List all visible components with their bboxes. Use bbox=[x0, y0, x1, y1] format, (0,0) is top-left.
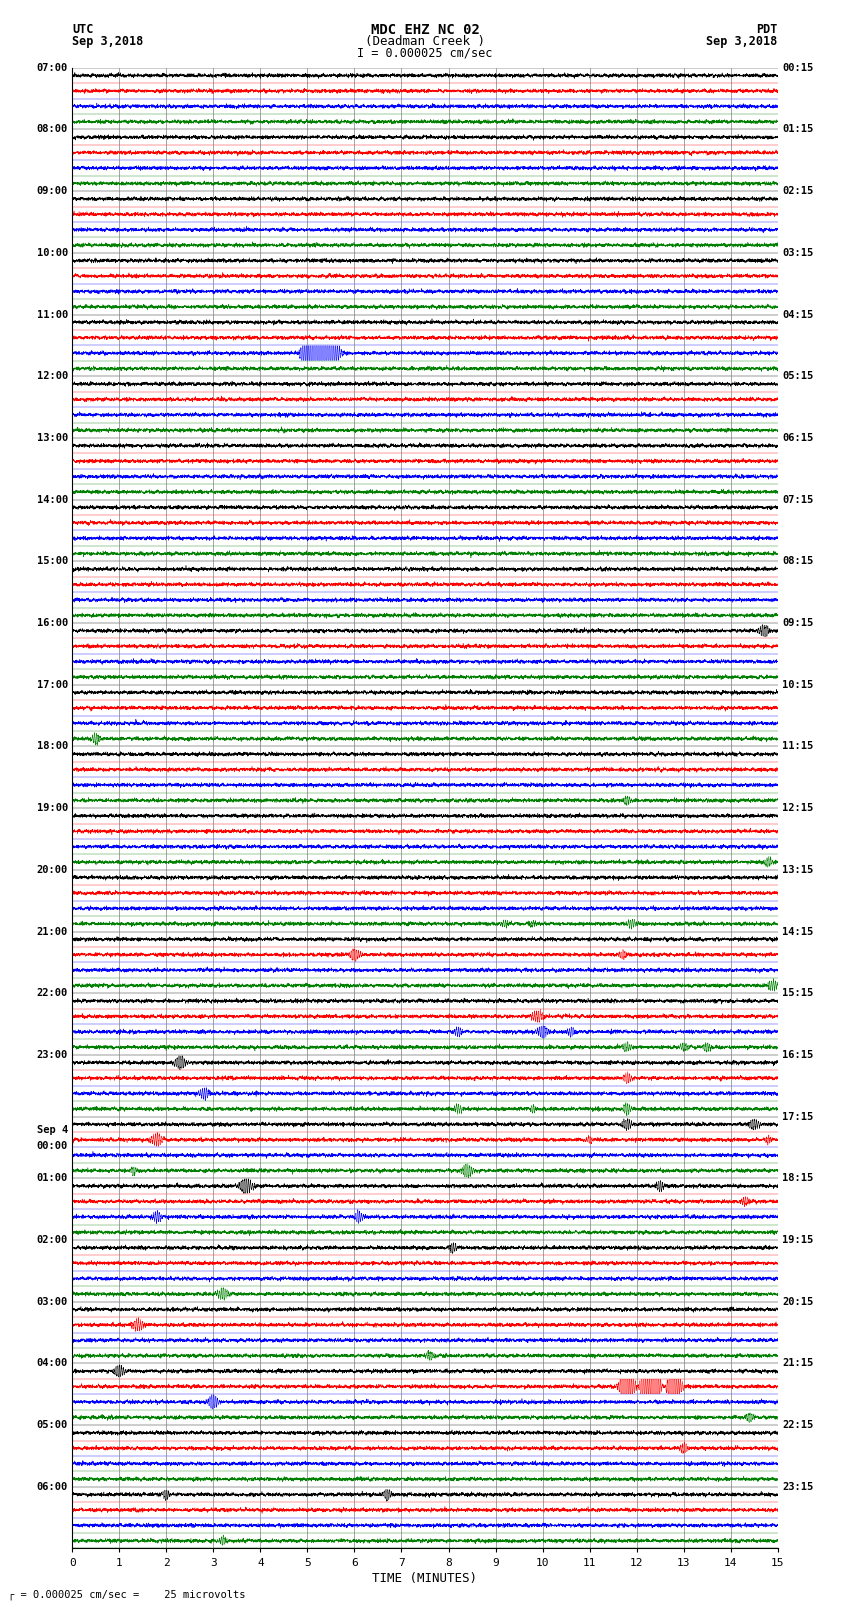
Text: 20:00: 20:00 bbox=[37, 865, 68, 874]
Text: 16:15: 16:15 bbox=[782, 1050, 813, 1060]
Text: (Deadman Creek ): (Deadman Creek ) bbox=[365, 35, 485, 48]
Text: ┌ = 0.000025 cm/sec =    25 microvolts: ┌ = 0.000025 cm/sec = 25 microvolts bbox=[8, 1589, 246, 1600]
Text: 02:15: 02:15 bbox=[782, 185, 813, 197]
Text: 13:00: 13:00 bbox=[37, 432, 68, 444]
Text: 00:00: 00:00 bbox=[37, 1140, 68, 1150]
Text: 06:15: 06:15 bbox=[782, 432, 813, 444]
Text: 05:15: 05:15 bbox=[782, 371, 813, 381]
Text: 04:00: 04:00 bbox=[37, 1358, 68, 1368]
Text: Sep 4: Sep 4 bbox=[37, 1124, 68, 1134]
Text: 02:00: 02:00 bbox=[37, 1236, 68, 1245]
Text: 04:15: 04:15 bbox=[782, 310, 813, 319]
Text: 11:15: 11:15 bbox=[782, 742, 813, 752]
Text: 22:00: 22:00 bbox=[37, 989, 68, 998]
Text: 23:15: 23:15 bbox=[782, 1482, 813, 1492]
Text: 09:00: 09:00 bbox=[37, 185, 68, 197]
Text: 10:00: 10:00 bbox=[37, 248, 68, 258]
Text: 21:15: 21:15 bbox=[782, 1358, 813, 1368]
Text: 03:15: 03:15 bbox=[782, 248, 813, 258]
Text: 22:15: 22:15 bbox=[782, 1419, 813, 1431]
Text: 03:00: 03:00 bbox=[37, 1297, 68, 1307]
Text: 00:15: 00:15 bbox=[782, 63, 813, 73]
X-axis label: TIME (MINUTES): TIME (MINUTES) bbox=[372, 1571, 478, 1584]
Text: 17:00: 17:00 bbox=[37, 679, 68, 690]
Text: 11:00: 11:00 bbox=[37, 310, 68, 319]
Text: 23:00: 23:00 bbox=[37, 1050, 68, 1060]
Text: 14:00: 14:00 bbox=[37, 495, 68, 505]
Text: PDT: PDT bbox=[756, 23, 778, 35]
Text: 15:00: 15:00 bbox=[37, 556, 68, 566]
Text: 21:00: 21:00 bbox=[37, 926, 68, 937]
Text: 07:00: 07:00 bbox=[37, 63, 68, 73]
Text: 19:15: 19:15 bbox=[782, 1236, 813, 1245]
Text: Sep 3,2018: Sep 3,2018 bbox=[706, 35, 778, 48]
Text: 10:15: 10:15 bbox=[782, 679, 813, 690]
Text: 01:15: 01:15 bbox=[782, 124, 813, 134]
Text: 18:00: 18:00 bbox=[37, 742, 68, 752]
Text: 01:00: 01:00 bbox=[37, 1173, 68, 1184]
Text: Sep 3,2018: Sep 3,2018 bbox=[72, 35, 144, 48]
Text: 07:15: 07:15 bbox=[782, 495, 813, 505]
Text: 19:00: 19:00 bbox=[37, 803, 68, 813]
Text: 20:15: 20:15 bbox=[782, 1297, 813, 1307]
Text: 12:15: 12:15 bbox=[782, 803, 813, 813]
Text: 12:00: 12:00 bbox=[37, 371, 68, 381]
Text: 06:00: 06:00 bbox=[37, 1482, 68, 1492]
Text: 17:15: 17:15 bbox=[782, 1111, 813, 1121]
Text: 18:15: 18:15 bbox=[782, 1173, 813, 1184]
Text: 08:00: 08:00 bbox=[37, 124, 68, 134]
Text: 08:15: 08:15 bbox=[782, 556, 813, 566]
Text: 13:15: 13:15 bbox=[782, 865, 813, 874]
Text: I = 0.000025 cm/sec: I = 0.000025 cm/sec bbox=[357, 47, 493, 60]
Text: 09:15: 09:15 bbox=[782, 618, 813, 627]
Text: 14:15: 14:15 bbox=[782, 926, 813, 937]
Text: 15:15: 15:15 bbox=[782, 989, 813, 998]
Text: UTC: UTC bbox=[72, 23, 94, 35]
Text: MDC EHZ NC 02: MDC EHZ NC 02 bbox=[371, 23, 479, 37]
Text: 16:00: 16:00 bbox=[37, 618, 68, 627]
Text: 05:00: 05:00 bbox=[37, 1419, 68, 1431]
